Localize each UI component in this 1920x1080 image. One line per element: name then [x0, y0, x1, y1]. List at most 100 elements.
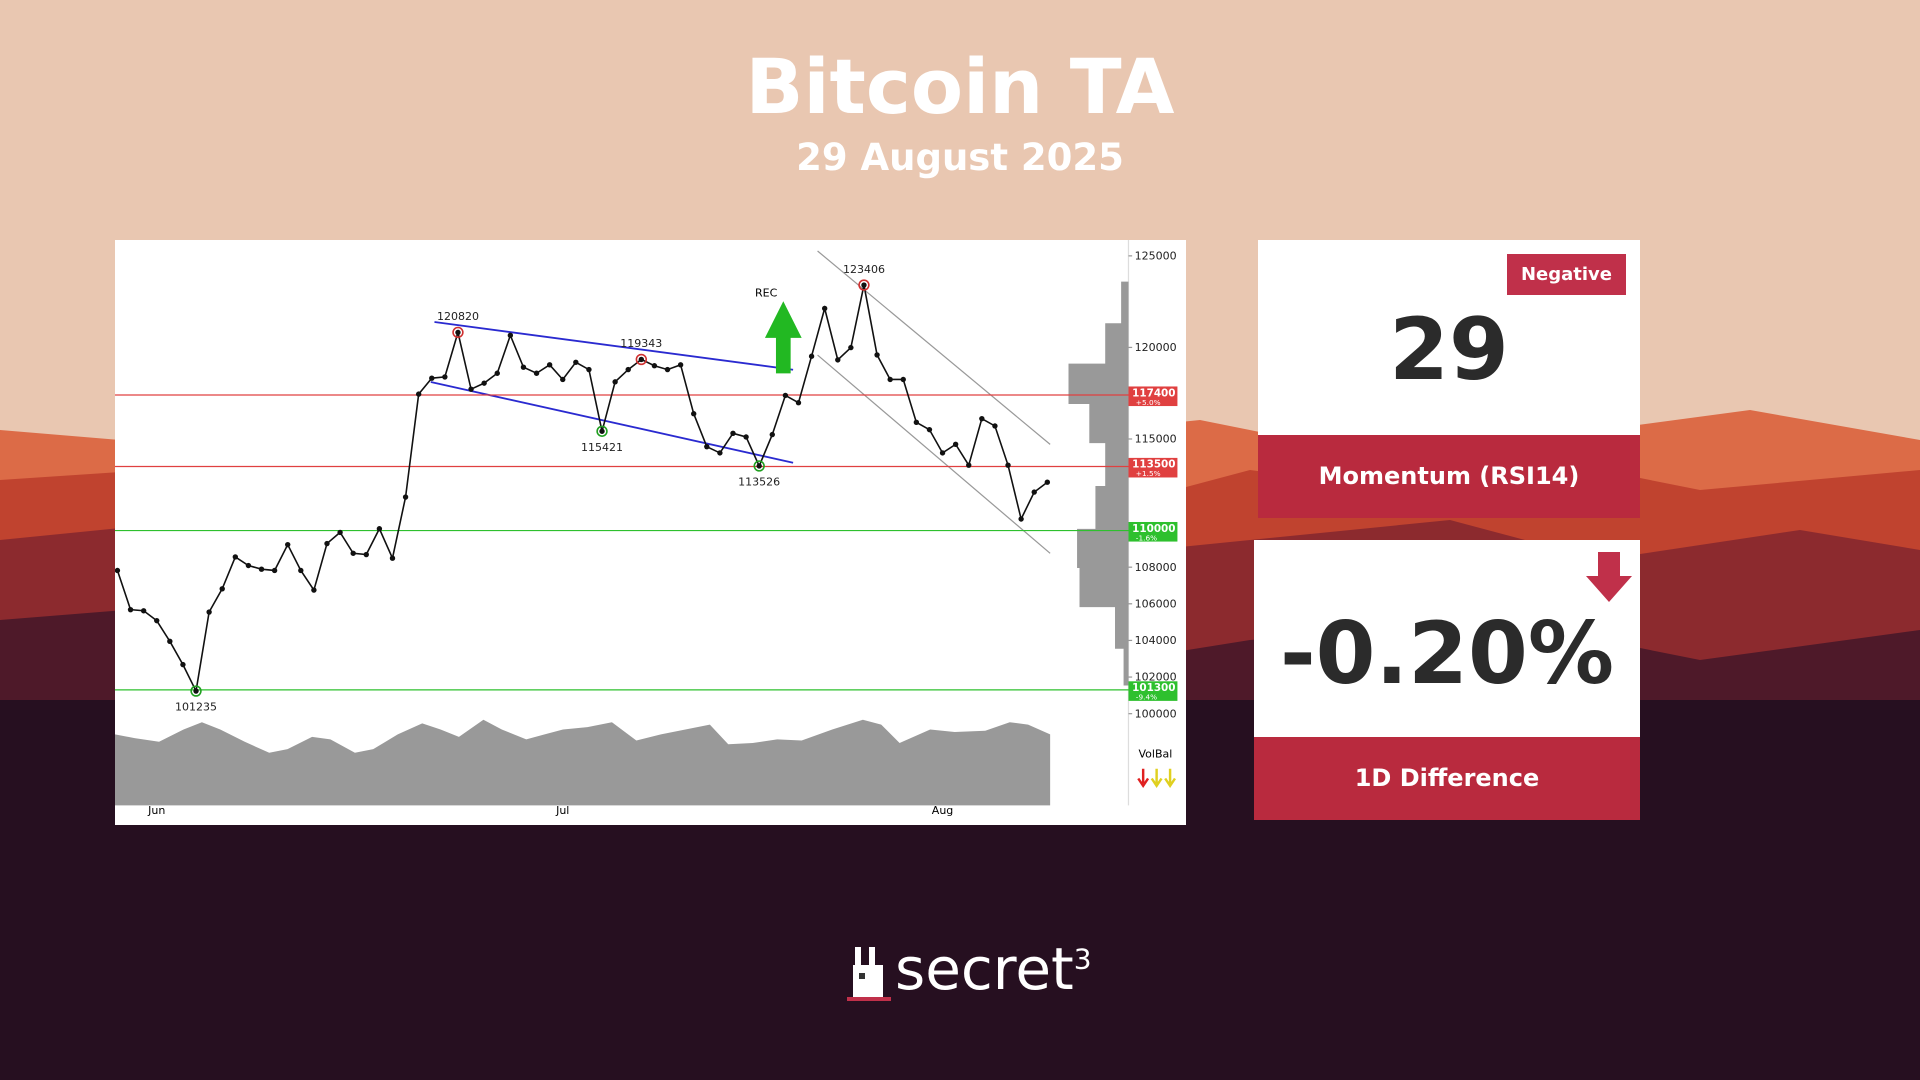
price-point — [1005, 462, 1011, 468]
price-point — [861, 282, 867, 288]
price-point — [468, 386, 474, 392]
price-point — [507, 332, 514, 339]
rsi-value: 29 — [1389, 300, 1509, 400]
price-point — [612, 379, 618, 385]
price-point — [350, 550, 356, 556]
badge: Negative — [1506, 254, 1626, 295]
pivot-marker — [753, 460, 765, 472]
x-tick-label: Jul — [555, 804, 569, 817]
brand-name: secret — [895, 935, 1074, 1003]
price-point — [1044, 479, 1051, 485]
price-point — [573, 359, 579, 365]
price-point — [389, 555, 396, 561]
price-point — [337, 529, 343, 536]
price-point — [1031, 489, 1037, 495]
price-point — [520, 364, 527, 370]
level-value: 113500 — [1132, 459, 1175, 471]
price-point — [874, 352, 880, 358]
pivot-label: 123406 — [843, 263, 885, 276]
price-point — [311, 587, 317, 593]
volbal-label: VolBal — [1138, 748, 1172, 761]
price-point — [848, 344, 854, 351]
price-point — [298, 567, 304, 574]
y-tick-label: 104000 — [1135, 634, 1177, 647]
channel-line — [817, 354, 1051, 554]
price-point — [808, 353, 815, 359]
level-change: -9.4% — [1136, 693, 1157, 702]
price-point — [206, 609, 212, 615]
y-tick-label: 102000 — [1135, 671, 1177, 684]
price-point — [704, 443, 710, 450]
level-box — [1128, 681, 1178, 701]
price-point — [193, 688, 199, 694]
price-point — [651, 363, 658, 369]
price-point — [442, 374, 448, 380]
price-point — [638, 356, 645, 363]
price-point — [835, 357, 841, 363]
price-point — [546, 362, 553, 368]
brand: secret3 — [845, 935, 1092, 1005]
pivot-marker — [190, 685, 202, 697]
price-point — [455, 329, 461, 336]
x-tick-label: Jun — [147, 804, 165, 817]
subtitle: 29 August 2025 — [796, 136, 1124, 179]
channel-line — [434, 321, 794, 371]
pivot-label: 113526 — [738, 476, 780, 489]
level-value: 101300 — [1132, 682, 1175, 694]
brand-sup: 3 — [1073, 942, 1092, 976]
price-point — [782, 392, 789, 399]
price-point — [1018, 516, 1024, 522]
rec-arrow — [764, 301, 802, 374]
price-point — [324, 540, 330, 547]
price-point — [415, 391, 422, 397]
momentum-card: Negative 29 Momentum (RSI14) — [1258, 240, 1640, 518]
pivot-label: 115421 — [581, 441, 623, 454]
price-point — [664, 366, 671, 373]
price-point — [717, 450, 723, 456]
price-point — [691, 411, 697, 417]
price-point — [494, 370, 500, 376]
x-tick-label: Aug — [932, 804, 953, 817]
level-change: -1.6% — [1136, 533, 1157, 542]
level-value: 117400 — [1132, 387, 1175, 399]
price-point — [599, 428, 605, 434]
rsi-label: Momentum (RSI14) — [1258, 435, 1640, 518]
pivot-label: 120820 — [437, 310, 479, 323]
pivot-marker — [858, 279, 870, 291]
volume-profile — [1068, 281, 1129, 686]
price-point — [560, 376, 566, 383]
price-point — [245, 562, 252, 569]
level-change: +1.5% — [1136, 469, 1161, 478]
price-point — [140, 608, 147, 614]
price-point — [271, 567, 278, 574]
difference-value: -0.20% — [1279, 604, 1615, 704]
y-tick-label: 120000 — [1135, 341, 1177, 354]
y-tick-label: 106000 — [1135, 597, 1177, 610]
price-point — [939, 450, 946, 456]
volume-area — [115, 719, 1051, 806]
difference-label: 1D Difference — [1254, 737, 1640, 820]
volbal-arrow — [1150, 768, 1177, 789]
price-point — [966, 462, 972, 468]
price-point — [900, 376, 906, 383]
pivot-marker — [452, 326, 464, 339]
price-point — [376, 526, 383, 532]
price-point — [219, 586, 225, 592]
y-tick-label: 108000 — [1135, 561, 1177, 574]
signal-label: REC — [755, 286, 778, 299]
y-tick-label: 100000 — [1135, 707, 1177, 720]
price-point — [258, 566, 265, 572]
price-point — [285, 541, 291, 548]
price-point — [167, 638, 173, 645]
level-value: 110000 — [1132, 523, 1175, 535]
price-point — [795, 400, 802, 406]
down-arrow — [1586, 552, 1632, 602]
level-change: +5.0% — [1136, 398, 1161, 407]
price-point — [743, 434, 749, 440]
price-point — [926, 426, 933, 433]
price-point — [586, 366, 592, 373]
price-point — [887, 376, 893, 383]
pivot-label: 101235 — [175, 701, 217, 714]
price-point — [232, 554, 239, 560]
difference-card: -0.20% 1D Difference — [1254, 540, 1640, 820]
